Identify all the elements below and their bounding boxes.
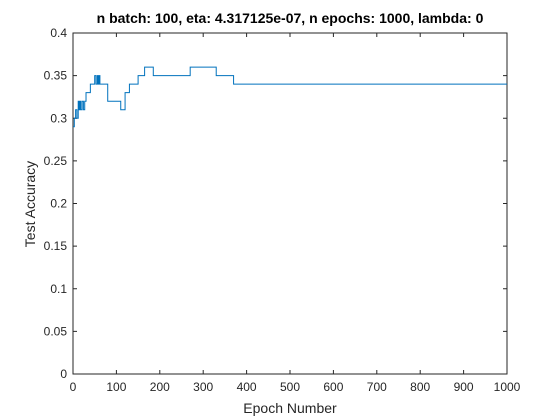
y-tick-label: 0.1 (50, 282, 67, 296)
x-axis-ticks: 0 100 200 300 400 500 600 700 800 900 1000 (70, 33, 521, 394)
y-tick-label: 0.4 (50, 26, 67, 40)
y-tick-label: 0.25 (44, 154, 68, 168)
x-tick-label: 0 (70, 380, 77, 394)
x-tick-label: 200 (150, 380, 170, 394)
x-axis-label: Epoch Number (243, 400, 337, 416)
x-tick-label: 300 (193, 380, 213, 394)
x-tick-label: 900 (454, 380, 474, 394)
x-tick-label: 800 (410, 380, 430, 394)
x-tick-label: 500 (280, 380, 300, 394)
y-tick-label: 0.3 (50, 111, 67, 125)
x-tick-label: 1000 (494, 380, 521, 394)
plot-area: 0 100 200 300 400 500 600 700 800 900 1000 0 0.05 0.… (44, 26, 521, 394)
x-tick-label: 700 (367, 380, 387, 394)
y-tick-label: 0.15 (44, 239, 68, 253)
chart-title: n batch: 100, eta: 4.317125e-07, n epoch… (97, 10, 484, 26)
y-tick-label: 0.35 (44, 69, 68, 83)
y-tick-label: 0.2 (50, 197, 67, 211)
x-tick-label: 100 (106, 380, 126, 394)
y-axis-label: Test Accuracy (22, 161, 38, 247)
x-tick-label: 400 (237, 380, 257, 394)
axes-box (72, 32, 508, 375)
x-tick-label: 600 (323, 380, 343, 394)
y-tick-label: 0 (60, 367, 67, 381)
test-accuracy-line (73, 66, 507, 128)
y-tick-label: 0.05 (44, 324, 68, 338)
y-axis-ticks: 0 0.05 0.1 0.15 0.2 0.25 0.3 0.35 0.4 (44, 26, 507, 381)
